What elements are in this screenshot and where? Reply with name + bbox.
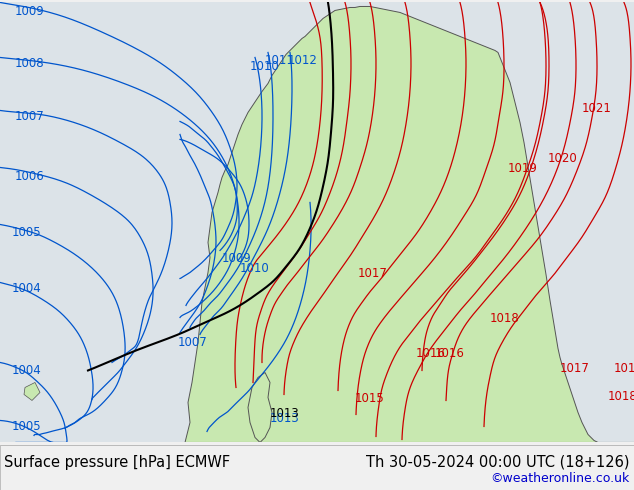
Text: 1006: 1006 bbox=[15, 171, 45, 183]
Text: 1007: 1007 bbox=[178, 337, 208, 349]
Text: 1013: 1013 bbox=[270, 408, 300, 420]
Text: 1005: 1005 bbox=[12, 420, 42, 434]
Text: 1005: 1005 bbox=[12, 226, 42, 240]
Text: 1009: 1009 bbox=[15, 5, 45, 19]
Text: 1019: 1019 bbox=[508, 163, 538, 175]
Text: 1018: 1018 bbox=[490, 313, 520, 325]
Text: 1010: 1010 bbox=[240, 263, 269, 275]
Text: 1007: 1007 bbox=[15, 110, 45, 123]
Text: 1019: 1019 bbox=[614, 363, 634, 375]
Text: 1015: 1015 bbox=[355, 392, 385, 405]
Text: 1018: 1018 bbox=[608, 391, 634, 403]
Text: 1009: 1009 bbox=[222, 252, 252, 266]
Polygon shape bbox=[24, 383, 40, 400]
Polygon shape bbox=[248, 372, 272, 442]
Text: 1008: 1008 bbox=[15, 57, 44, 71]
Polygon shape bbox=[185, 6, 634, 442]
Text: 1012: 1012 bbox=[288, 54, 318, 68]
Text: 1004: 1004 bbox=[12, 282, 42, 295]
Text: 1021: 1021 bbox=[582, 102, 612, 116]
Text: 1016: 1016 bbox=[435, 347, 465, 361]
Text: Surface pressure [hPa] ECMWF: Surface pressure [hPa] ECMWF bbox=[4, 455, 230, 470]
Text: 1017: 1017 bbox=[358, 268, 388, 280]
Text: 1010: 1010 bbox=[250, 60, 280, 74]
Text: 1016: 1016 bbox=[416, 347, 446, 361]
Text: ©weatheronline.co.uk: ©weatheronline.co.uk bbox=[491, 472, 630, 485]
Text: 1017: 1017 bbox=[560, 363, 590, 375]
Text: 1004: 1004 bbox=[12, 365, 42, 377]
Text: 1013: 1013 bbox=[270, 413, 300, 425]
Text: Th 30-05-2024 00:00 UTC (18+126): Th 30-05-2024 00:00 UTC (18+126) bbox=[366, 455, 630, 470]
Text: 1020: 1020 bbox=[548, 152, 578, 166]
Text: 1011: 1011 bbox=[265, 54, 295, 68]
